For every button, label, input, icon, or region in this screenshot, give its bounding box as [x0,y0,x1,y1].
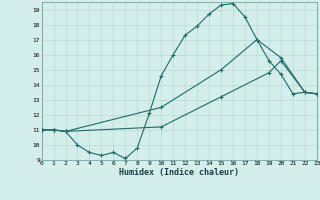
X-axis label: Humidex (Indice chaleur): Humidex (Indice chaleur) [119,168,239,177]
